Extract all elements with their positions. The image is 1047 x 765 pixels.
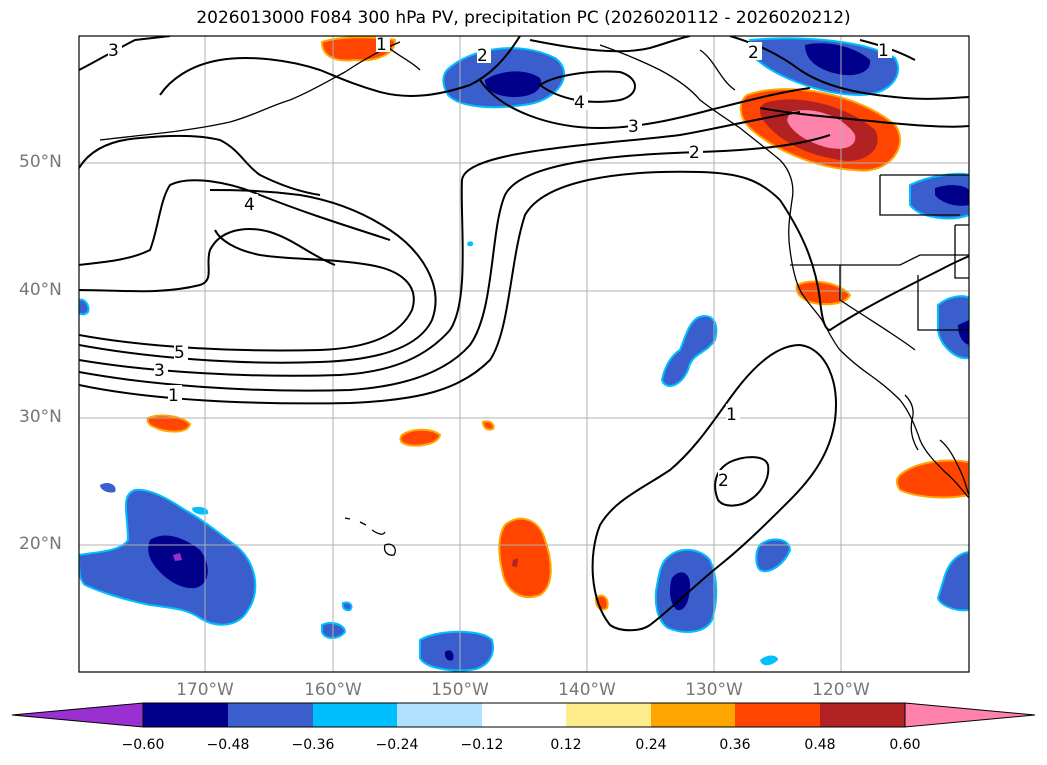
colorbar-extend-low [11, 702, 144, 728]
precip-pos-baja [896, 459, 969, 499]
pv-contour-4-west [79, 189, 437, 364]
contour-label: 3 [108, 41, 119, 61]
map-title: 2026013000 F084 300 hPa PV, precipitatio… [196, 8, 851, 28]
colorbar-tick-label: −0.36 [291, 737, 335, 753]
colorbar-tick-label: 0.12 [550, 737, 582, 753]
lon-label-150w: 150°W [431, 680, 489, 700]
map-gridlines [79, 36, 969, 672]
pv-contour-3-west [79, 111, 801, 377]
contour-label: 2 [748, 43, 759, 63]
colorbar-tick-label: 0.48 [804, 737, 836, 753]
colorbar-bin [651, 703, 735, 727]
coastlines [99, 39, 969, 556]
lon-label-120w: 120°W [812, 680, 870, 700]
contour-label: 1 [168, 386, 179, 406]
colorbar-tick-label: −0.60 [121, 737, 165, 753]
contour-label: 1 [878, 41, 889, 61]
pv-contours [79, 36, 969, 632]
colorbar-tick-label: −0.12 [460, 737, 504, 753]
pv-contour-5-west [79, 229, 415, 352]
colorbar-bin [143, 703, 228, 727]
colorbar-extend-high [904, 702, 1036, 728]
colorbar [11, 702, 1036, 728]
contour-label: 2 [718, 471, 729, 491]
contour-label: 2 [477, 46, 488, 66]
lat-label-40n: 40°N [19, 280, 62, 300]
colorbar-bin [820, 703, 905, 727]
precip-pos-hawaii-east [498, 517, 552, 598]
map-frame [78, 35, 970, 673]
contour-label: 5 [174, 343, 185, 363]
contour-label: 3 [154, 361, 165, 381]
contour-label: 2 [689, 143, 700, 163]
pv-contour-trough [779, 199, 969, 332]
lat-label-30n: 30°N [19, 407, 62, 427]
colorbar-bin [735, 703, 820, 727]
contour-label: 4 [574, 93, 585, 113]
contour-label: 1 [376, 35, 387, 55]
colorbar-bin [482, 703, 566, 727]
pv-contour-1-west [79, 170, 781, 405]
lat-label-20n: 20°N [19, 534, 62, 554]
colorbar-tick-label: 0.60 [889, 737, 921, 753]
lon-label-160w: 160°W [304, 680, 362, 700]
lon-label-170w: 170°W [176, 680, 234, 700]
colorbar-tick-label: −0.24 [375, 737, 419, 753]
lon-label-140w: 140°W [558, 680, 616, 700]
precip-pos-california [795, 280, 852, 306]
colorbar-bin [228, 703, 313, 727]
contour-label: 1 [726, 405, 737, 425]
contour-label: 3 [628, 117, 639, 137]
colorbar-tick-label: −0.48 [206, 737, 250, 753]
lat-label-50n: 50°N [19, 152, 62, 172]
colorbar-tick-label: 0.36 [719, 737, 751, 753]
contour-label: 4 [244, 195, 255, 215]
colorbar-tick-label: 0.24 [635, 737, 667, 753]
pv-contour-1-south [591, 343, 837, 632]
lon-label-130w: 130°W [685, 680, 743, 700]
colorbar-bin [566, 703, 651, 727]
colorbar-bin [313, 703, 397, 727]
colorbar-bin [397, 703, 482, 727]
